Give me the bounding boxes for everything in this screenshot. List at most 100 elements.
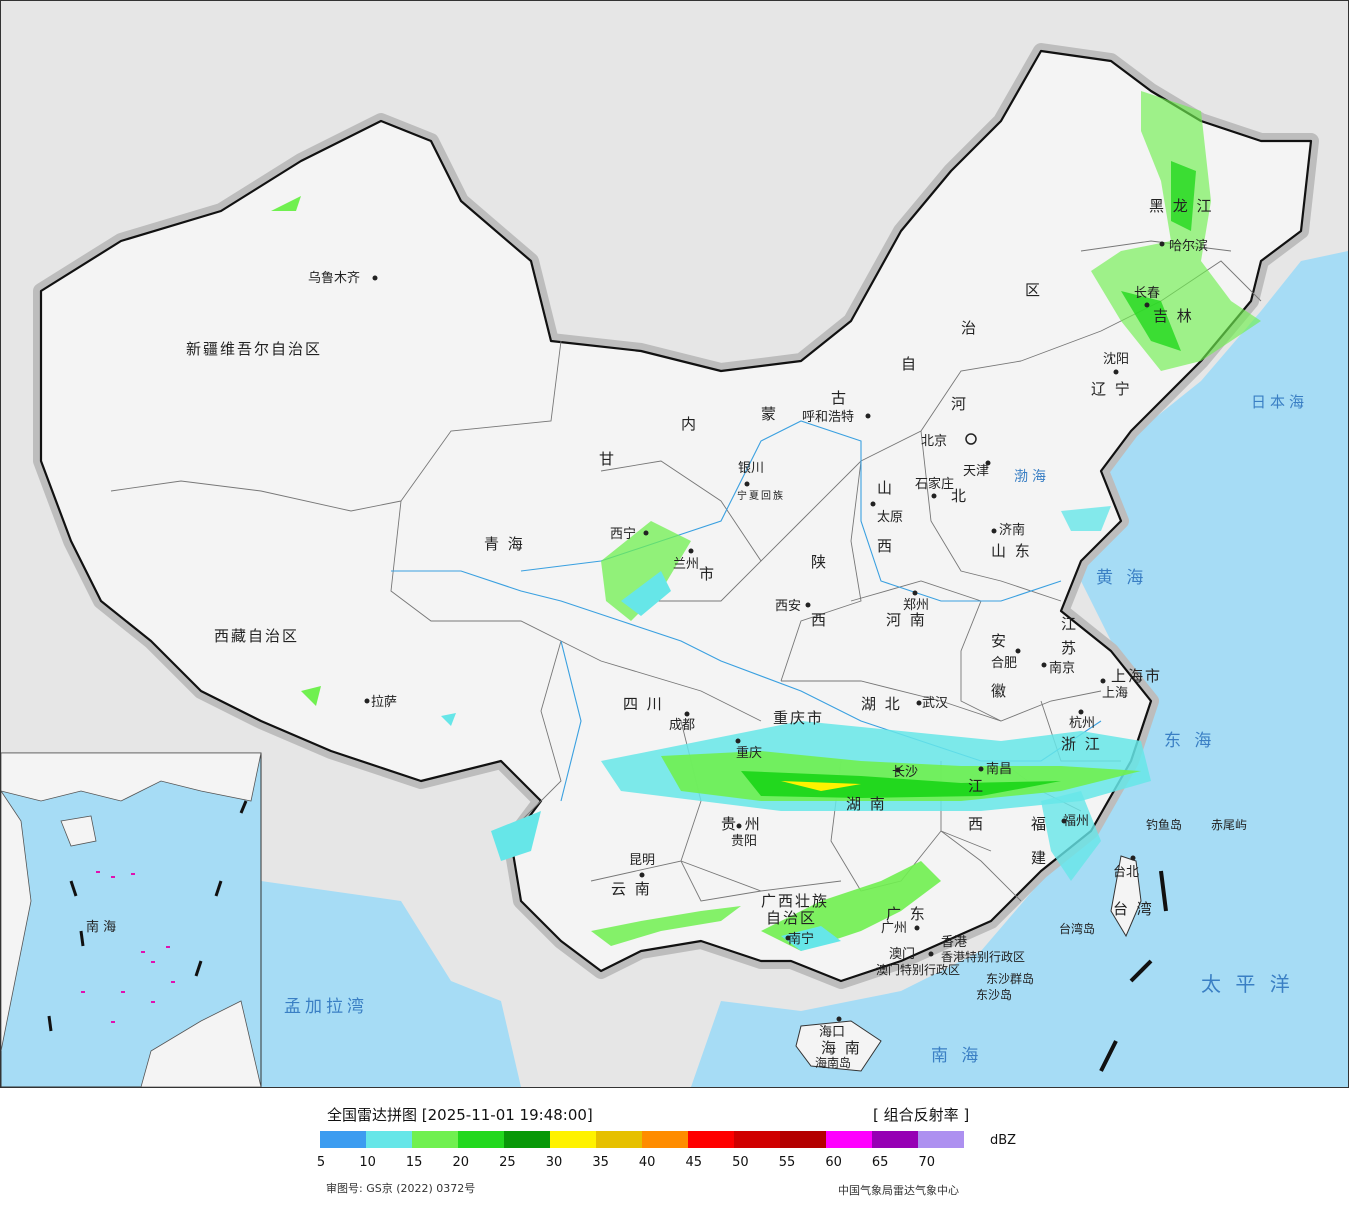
svg-text:浙 江: 浙 江 — [1061, 735, 1102, 753]
svg-text:呼和浩特: 呼和浩特 — [802, 410, 854, 425]
svg-text:西: 西 — [811, 611, 828, 629]
svg-text:东沙岛: 东沙岛 — [976, 987, 1012, 1002]
svg-text:南宁: 南宁 — [788, 931, 814, 947]
color-swatch — [780, 1131, 826, 1148]
svg-text:海口: 海口 — [819, 1025, 845, 1040]
svg-text:澳门: 澳门 — [889, 946, 915, 962]
svg-text:江: 江 — [1061, 615, 1078, 633]
svg-text:渤海: 渤海 — [1014, 469, 1050, 485]
echo-band-peak — [781, 781, 861, 791]
echo-northeast-2 — [1171, 161, 1196, 231]
radar-echoes — [271, 91, 1261, 951]
sea-labels: 渤海 黄 海 东 海 南 海 日本海 太 平 洋 孟加拉湾 — [284, 393, 1304, 1066]
legend-title: 全国雷达拼图 [2025-11-01 19:48:00] — [327, 1106, 593, 1124]
ocean — [691, 251, 1348, 1087]
color-swatch — [826, 1131, 872, 1148]
echo-band-strong — [741, 771, 1061, 798]
color-swatch — [734, 1131, 780, 1148]
svg-text:台 湾: 台 湾 — [1113, 900, 1154, 918]
svg-text:西宁: 西宁 — [610, 526, 636, 542]
scale-tick-label: 5 — [316, 1155, 326, 1170]
legend-panel — [0, 1088, 1349, 1208]
svg-text:辽 宁: 辽 宁 — [1091, 380, 1132, 398]
svg-text:甘: 甘 — [599, 450, 616, 468]
svg-text:长沙: 长沙 — [892, 765, 918, 780]
scale-tick-label: 55 — [778, 1155, 796, 1170]
svg-text:孟加拉湾: 孟加拉湾 — [284, 997, 368, 1017]
svg-text:天津: 天津 — [963, 464, 989, 479]
svg-text:蒙: 蒙 — [761, 405, 778, 423]
svg-text:哈尔滨: 哈尔滨 — [1169, 238, 1208, 254]
svg-text:南 海: 南 海 — [931, 1046, 982, 1066]
radar-map[interactable]: 南 海 新疆维吾尔自治区 西藏自治区 青 海 甘 内蒙古 自治区 黑 龙 江 吉… — [0, 0, 1349, 1088]
svg-text:南京: 南京 — [1049, 660, 1075, 676]
svg-text:海南岛: 海南岛 — [815, 1055, 851, 1070]
bay-of-bengal — [261, 881, 521, 1087]
svg-text:郑州: 郑州 — [903, 598, 929, 613]
svg-text:山 东: 山 东 — [991, 542, 1032, 560]
svg-text:太原: 太原 — [877, 510, 903, 525]
color-swatch — [366, 1131, 412, 1148]
svg-text:区: 区 — [1025, 281, 1042, 299]
svg-text:内: 内 — [681, 415, 698, 433]
scale-tick-label: 25 — [499, 1155, 516, 1170]
svg-text:西: 西 — [877, 537, 894, 555]
svg-text:南昌: 南昌 — [986, 761, 1012, 777]
svg-text:长春: 长春 — [1134, 286, 1160, 301]
color-swatch — [412, 1131, 458, 1148]
svg-text:广 东: 广 东 — [886, 905, 927, 923]
echo-yunnan — [591, 906, 741, 946]
product-label: [ 组合反射率 ] — [873, 1106, 970, 1124]
echo-xinjiang — [271, 196, 301, 211]
svg-text:新疆维吾尔自治区: 新疆维吾尔自治区 — [186, 340, 322, 358]
echo-zhejiang-coast — [1041, 791, 1101, 881]
color-swatch — [872, 1131, 918, 1148]
svg-text:成都: 成都 — [669, 718, 695, 733]
svg-text:武汉: 武汉 — [922, 696, 948, 711]
svg-text:乌鲁木齐: 乌鲁木齐 — [308, 270, 360, 286]
scale-tick-label: 50 — [732, 1155, 749, 1170]
svg-text:东沙群岛: 东沙群岛 — [986, 971, 1034, 986]
echo-northeast-3 — [1121, 291, 1181, 351]
svg-text:徽: 徽 — [991, 682, 1008, 700]
svg-text:上海: 上海 — [1102, 686, 1128, 701]
svg-text:河: 河 — [951, 395, 968, 413]
svg-text:杭州: 杭州 — [1069, 716, 1095, 731]
svg-text:北: 北 — [951, 487, 968, 505]
svg-text:台湾岛: 台湾岛 — [1059, 921, 1095, 936]
svg-text:兰州: 兰州 — [673, 557, 699, 572]
svg-text:治: 治 — [961, 319, 978, 337]
svg-text:海 南: 海 南 — [821, 1039, 862, 1057]
svg-text:江: 江 — [968, 777, 985, 795]
scale-tick-label: 60 — [825, 1155, 842, 1170]
svg-text:澳门特别行政区: 澳门特别行政区 — [876, 962, 960, 977]
south-china-sea-inset: 南 海 — [1, 752, 262, 1087]
svg-text:广州: 广州 — [881, 921, 907, 936]
maritime-boundary — [1099, 870, 1168, 1072]
svg-text:黄 海: 黄 海 — [1096, 568, 1147, 588]
svg-text:四 川: 四 川 — [623, 695, 664, 713]
svg-text:黑 龙 江: 黑 龙 江 — [1149, 197, 1214, 215]
svg-text:广西壮族: 广西壮族 — [761, 892, 829, 910]
svg-text:银川: 银川 — [738, 461, 764, 476]
color-swatch — [918, 1131, 964, 1148]
svg-text:沈阳: 沈阳 — [1103, 352, 1129, 367]
scale-tick-label: 20 — [452, 1155, 470, 1170]
unit-label: dBZ — [990, 1133, 1017, 1148]
svg-text:山: 山 — [877, 479, 894, 497]
color-swatch — [596, 1131, 642, 1148]
svg-text:河 南: 河 南 — [886, 611, 927, 629]
echo-west — [491, 811, 541, 861]
svg-text:重庆: 重庆 — [736, 745, 762, 761]
svg-text:苏: 苏 — [1061, 639, 1078, 657]
echo-gansu-2 — [621, 571, 671, 616]
svg-text:拉萨: 拉萨 — [371, 695, 397, 710]
scale-tick-label: 40 — [638, 1155, 656, 1170]
island-labels: 钓鱼岛 赤尾屿 台湾岛 东沙群岛 东沙岛 海南岛 — [815, 817, 1247, 1070]
scale-tick-label: 35 — [592, 1155, 609, 1170]
approval-number: 审图号: GS京 (2022) 0372号 — [326, 1182, 476, 1195]
svg-text:陕: 陕 — [811, 553, 828, 571]
svg-text:北京: 北京 — [921, 434, 947, 449]
scale-tick-label: 65 — [871, 1155, 889, 1170]
echo-tibet-2 — [441, 713, 456, 726]
